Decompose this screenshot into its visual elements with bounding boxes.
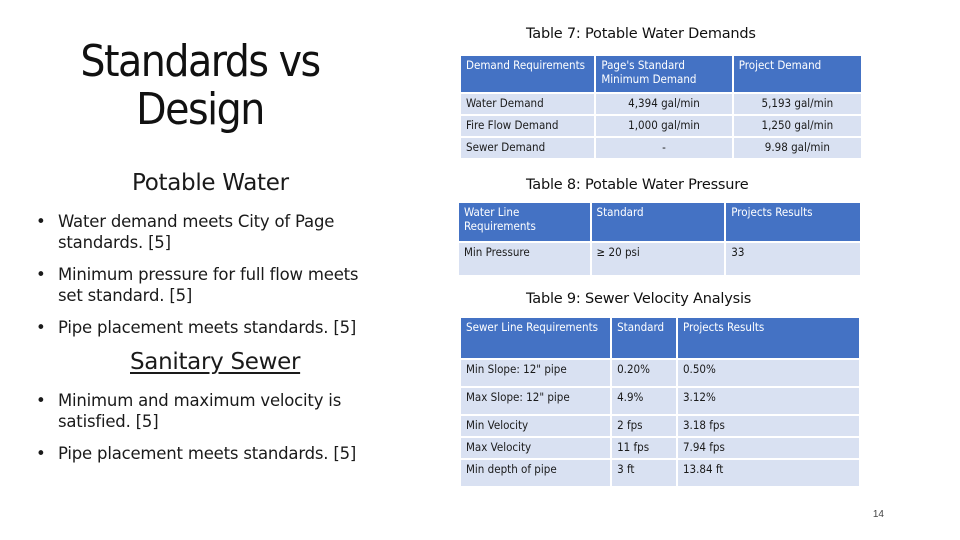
table-row: Min Velocity 2 fps 3.18 fps (461, 416, 859, 436)
slide-title: Standards vs Design (50, 38, 350, 134)
table-header-cell: Project Demand (733, 56, 861, 92)
table-cell: 33 (726, 243, 860, 275)
table-cell: Min depth of pipe (461, 460, 611, 486)
table-cell: 3.18 fps (677, 416, 859, 436)
table-cell: Max Velocity (461, 438, 611, 458)
table-cell: Sewer Demand (461, 138, 595, 158)
table-row: Min Slope: 12" pipe 0.20% 0.50% (461, 360, 859, 386)
bullet-item: Pipe placement meets standards. [5] (36, 443, 381, 464)
table-8-potable-water-pressure: Water Line Requirements Standard Project… (457, 201, 862, 277)
table-cell: 7.94 fps (677, 438, 859, 458)
table-row: Max Velocity 11 fps 7.94 fps (461, 438, 859, 458)
table-cell: Water Demand (461, 94, 595, 114)
bullet-item: Water demand meets City of Page standard… (36, 211, 381, 253)
table-cell: - (596, 138, 732, 158)
table-row: Fire Flow Demand 1,000 gal/min 1,250 gal… (461, 116, 861, 136)
page-number: 14 (872, 509, 884, 520)
table-cell: 11 fps (612, 438, 676, 458)
table-cell: 2 fps (612, 416, 676, 436)
table-header-cell: Demand Requirements (461, 56, 595, 92)
table-row: Max Slope: 12" pipe 4.9% 3.12% (461, 388, 859, 414)
sanitary-sewer-heading: Sanitary Sewer (130, 349, 301, 375)
table-cell: Fire Flow Demand (461, 116, 595, 136)
table-header-cell: Standard (591, 203, 725, 241)
bullet-item: Minimum pressure for full flow meets set… (36, 264, 381, 306)
table-header-cell: Sewer Line Requirements (461, 318, 611, 358)
potable-water-heading: Potable Water (132, 170, 289, 196)
table-8-caption: Table 8: Potable Water Pressure (526, 177, 749, 193)
table-cell: 0.20% (612, 360, 676, 386)
table-header-cell: Projects Results (726, 203, 860, 241)
table-cell: 4,394 gal/min (596, 94, 732, 114)
sanitary-sewer-bullets: Minimum and maximum velocity is satisfie… (36, 390, 381, 475)
table-row: Min Pressure ≥ 20 psi 33 (459, 243, 860, 275)
table-cell: 4.9% (612, 388, 676, 414)
table-cell: Max Slope: 12" pipe (461, 388, 611, 414)
table-cell: 3.12% (677, 388, 859, 414)
bullet-item: Pipe placement meets standards. [5] (36, 317, 381, 338)
table-cell: 13.84 ft (677, 460, 859, 486)
table-cell: Min Slope: 12" pipe (461, 360, 611, 386)
potable-water-bullets: Water demand meets City of Page standard… (36, 211, 381, 349)
table-cell: Min Velocity (461, 416, 611, 436)
table-7-caption: Table 7: Potable Water Demands (526, 26, 756, 42)
table-header-cell: Page's Standard Minimum Demand (596, 56, 732, 92)
table-9-caption: Table 9: Sewer Velocity Analysis (526, 291, 752, 307)
table-row: Min depth of pipe 3 ft 13.84 ft (461, 460, 859, 486)
table-header-cell: Standard (612, 318, 676, 358)
table-cell: 5,193 gal/min (733, 94, 861, 114)
slide-title-line-1: Standards vs (80, 36, 321, 87)
table-7-potable-water-demands: Demand Requirements Page's Standard Mini… (459, 54, 863, 160)
table-9-sewer-velocity-analysis: Sewer Line Requirements Standard Project… (459, 316, 861, 488)
table-row: Sewer Demand - 9.98 gal/min (461, 138, 861, 158)
table-row: Water Demand 4,394 gal/min 5,193 gal/min (461, 94, 861, 114)
table-cell: 1,000 gal/min (596, 116, 732, 136)
table-cell: 1,250 gal/min (733, 116, 861, 136)
table-header-cell: Water Line Requirements (459, 203, 590, 241)
table-header-cell: Projects Results (677, 318, 859, 358)
table-cell: 0.50% (677, 360, 859, 386)
table-cell: ≥ 20 psi (591, 243, 725, 275)
slide-title-line-2: Design (136, 84, 265, 135)
table-cell: 3 ft (612, 460, 676, 486)
table-cell: 9.98 gal/min (733, 138, 861, 158)
bullet-item: Minimum and maximum velocity is satisfie… (36, 390, 381, 432)
table-cell: Min Pressure (459, 243, 590, 275)
